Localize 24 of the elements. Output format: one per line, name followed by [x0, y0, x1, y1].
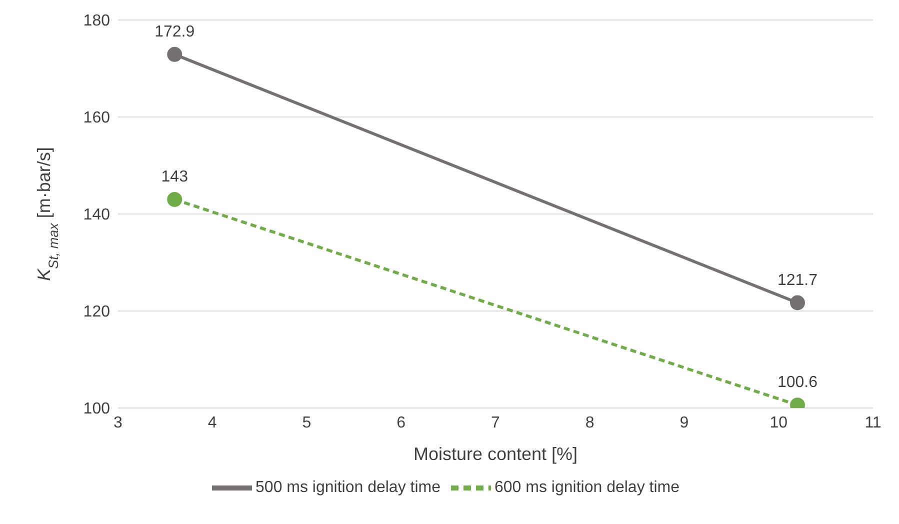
y-tick-label: 120	[83, 304, 110, 321]
data-label: 100.6	[777, 374, 818, 392]
x-tick-label: 8	[585, 414, 594, 432]
point	[790, 295, 805, 310]
x-tick-label: 11	[864, 414, 882, 432]
legend-label: 600 ms ignition delay time	[494, 479, 680, 496]
data-label: 143	[161, 168, 188, 186]
x-tick-label: 9	[680, 414, 689, 432]
x-tick-label: 7	[491, 414, 500, 432]
x-tick-label: 4	[208, 414, 217, 432]
data-label: 172.9	[154, 23, 195, 40]
legend-label: 500 ms ignition delay time	[256, 479, 440, 496]
y-tick-label: 140	[83, 206, 110, 224]
x-tick-label: 5	[302, 414, 312, 432]
x-tick-label: 10	[770, 414, 788, 432]
x-axis-title: Moisture content [%]	[413, 444, 578, 464]
point	[167, 192, 182, 207]
x-tick-label: 6	[396, 414, 406, 432]
point	[167, 46, 182, 62]
y-tick-label: 180	[83, 12, 110, 30]
y-tick-label: 160	[83, 110, 110, 127]
y-tick-label: 100	[83, 400, 110, 418]
data-label: 121.7	[777, 272, 818, 289]
x-tick-label: 3	[114, 414, 123, 432]
